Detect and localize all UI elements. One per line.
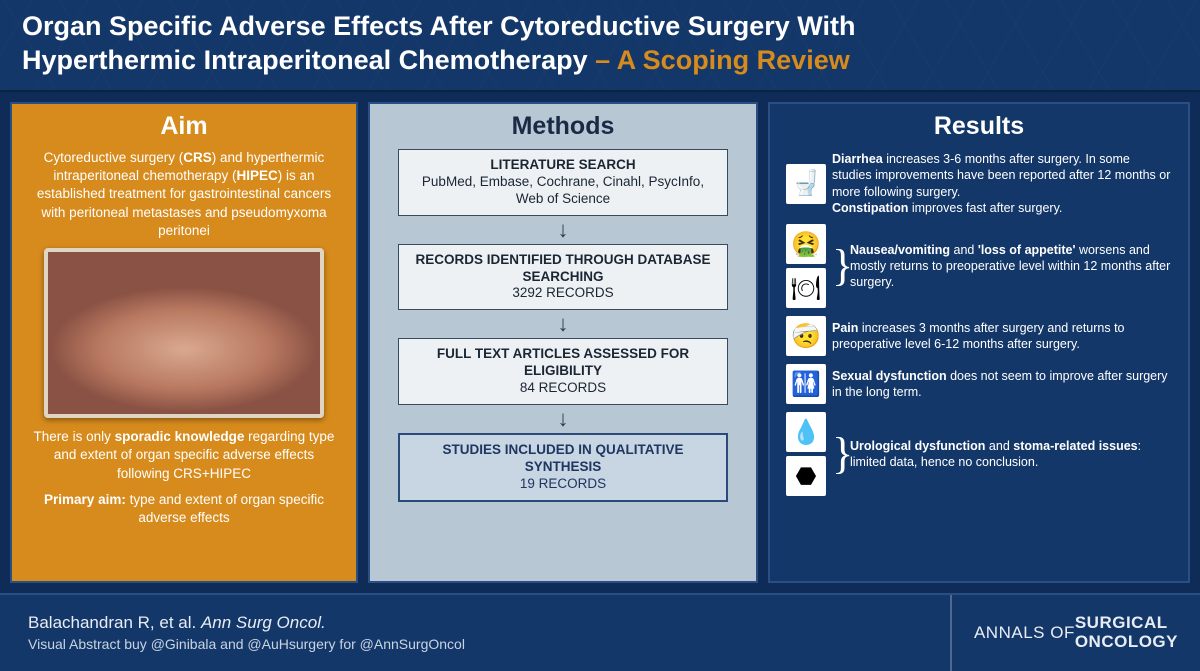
- header: Organ Specific Adverse Effects After Cyt…: [0, 0, 1200, 92]
- result-icon: 🤮: [786, 224, 826, 264]
- methods-step: FULL TEXT ARTICLES ASSESSED FOR ELIGIBIL…: [398, 338, 728, 405]
- flow-arrow-icon: ↓: [558, 313, 569, 335]
- results-item-text: Sexual dysfunction does not seem to impr…: [832, 368, 1172, 401]
- result-icon: 🤕: [786, 316, 826, 356]
- methods-panel: Methods LITERATURE SEARCHPubMed, Embase,…: [368, 102, 758, 583]
- results-item-icons: 🚽: [786, 164, 826, 204]
- surgery-illustration: [44, 248, 324, 418]
- results-list: 🚽Diarrhea increases 3-6 months after sur…: [784, 149, 1174, 496]
- results-item-icons: 🤮🍽: [786, 224, 826, 308]
- aim-paragraph-1: Cytoreductive surgery (CRS) and hyperthe…: [26, 149, 342, 240]
- title-line2: Hyperthermic Intraperitoneal Chemotherap…: [22, 44, 1178, 78]
- results-item-text: Nausea/vomiting and 'loss of appetite' w…: [850, 242, 1172, 291]
- result-icon: 🚻: [786, 364, 826, 404]
- result-icon: 🚽: [786, 164, 826, 204]
- aim-paragraph-3: Primary aim: type and extent of organ sp…: [26, 491, 342, 527]
- journal-logo: ANNALS OFSURGICALONCOLOGY: [950, 595, 1178, 671]
- aim-paragraph-2: There is only sporadic knowledge regardi…: [26, 428, 342, 483]
- results-item-icons: 💧⬣: [786, 412, 826, 496]
- results-item: 💧⬣}Urological dysfunction and stoma-rela…: [786, 412, 1172, 496]
- methods-heading: Methods: [512, 112, 615, 141]
- methods-step: STUDIES INCLUDED IN QUALITATIVE SYNTHESI…: [398, 433, 728, 502]
- aim-panel: Aim Cytoreductive surgery (CRS) and hype…: [10, 102, 358, 583]
- results-panel: Results 🚽Diarrhea increases 3-6 months a…: [768, 102, 1190, 583]
- main-panels: Aim Cytoreductive surgery (CRS) and hype…: [0, 92, 1200, 593]
- footer-line1: Balachandran R, et al. Ann Surg Oncol.: [28, 611, 930, 635]
- brace-icon: }: [832, 436, 844, 471]
- results-item: 🤕Pain increases 3 months after surgery a…: [786, 316, 1172, 356]
- results-heading: Results: [784, 112, 1174, 141]
- flow-arrow-icon: ↓: [558, 408, 569, 430]
- results-item-icons: 🤕: [786, 316, 826, 356]
- brace-icon: }: [832, 248, 844, 283]
- title-line1: Organ Specific Adverse Effects After Cyt…: [22, 10, 1178, 44]
- result-icon: 💧: [786, 412, 826, 452]
- results-item-text: Diarrhea increases 3-6 months after surg…: [832, 151, 1172, 216]
- methods-flow: LITERATURE SEARCHPubMed, Embase, Cochran…: [384, 149, 742, 502]
- footer-line2: Visual Abstract buy @Ginibala and @AuHsu…: [28, 635, 930, 655]
- flow-arrow-icon: ↓: [558, 219, 569, 241]
- footer: Balachandran R, et al. Ann Surg Oncol. V…: [0, 593, 1200, 671]
- result-icon: ⬣: [786, 456, 826, 496]
- methods-step: LITERATURE SEARCHPubMed, Embase, Cochran…: [398, 149, 728, 216]
- result-icon: 🍽: [786, 268, 826, 308]
- results-item: 🚻Sexual dysfunction does not seem to imp…: [786, 364, 1172, 404]
- results-item: 🤮🍽}Nausea/vomiting and 'loss of appetite…: [786, 224, 1172, 308]
- results-item-icons: 🚻: [786, 364, 826, 404]
- results-item-text: Pain increases 3 months after surgery an…: [832, 320, 1172, 353]
- results-item: 🚽Diarrhea increases 3-6 months after sur…: [786, 151, 1172, 216]
- aim-heading: Aim: [26, 112, 342, 141]
- results-item-text: Urological dysfunction and stoma-related…: [850, 438, 1172, 471]
- methods-step: RECORDS IDENTIFIED THROUGH DATABASE SEAR…: [398, 244, 728, 311]
- title-line2-a: Hyperthermic Intraperitoneal Chemotherap…: [22, 45, 595, 75]
- title-line2-b: – A Scoping Review: [595, 45, 850, 75]
- footer-citation: Balachandran R, et al. Ann Surg Oncol. V…: [28, 611, 930, 654]
